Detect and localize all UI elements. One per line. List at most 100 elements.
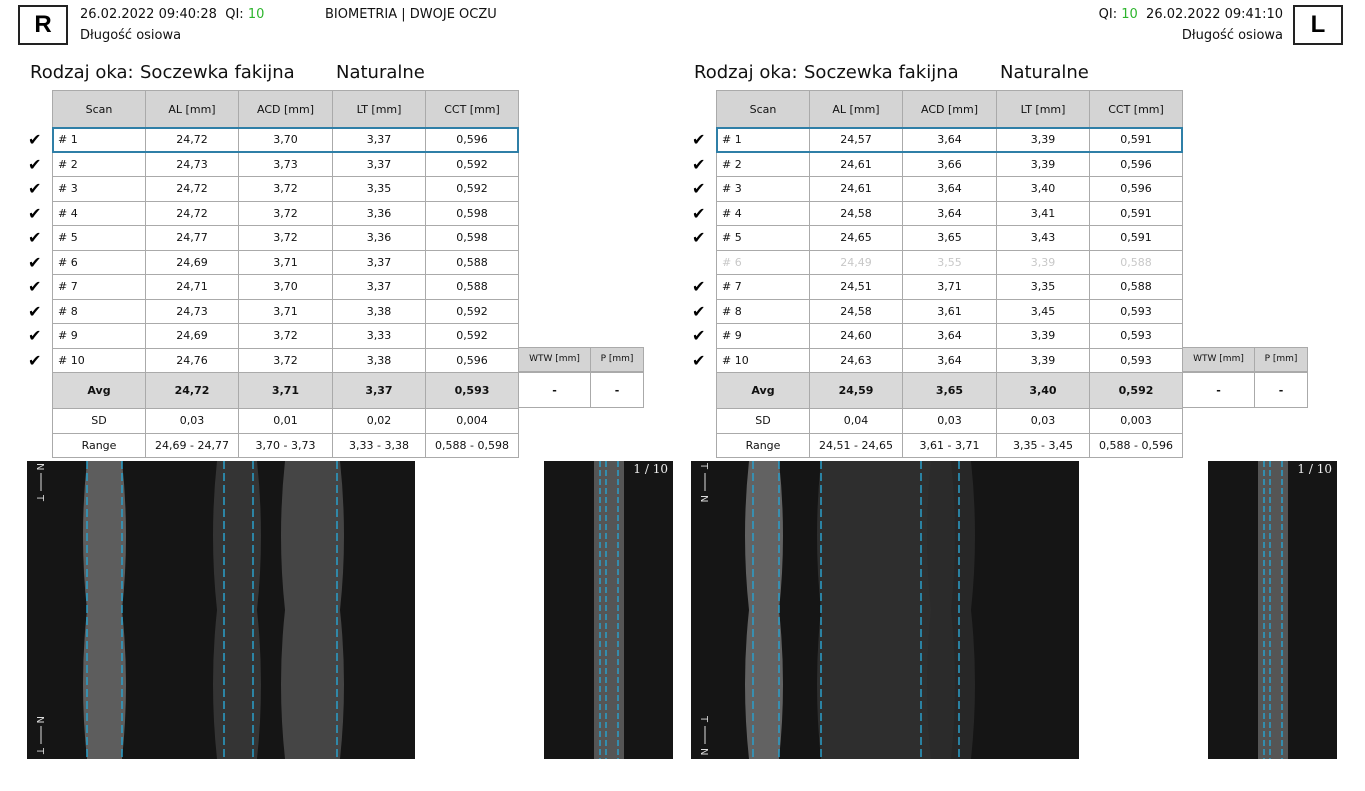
eye-label: Rodzaj oka: bbox=[694, 62, 798, 83]
subtitle: Długość osiowa bbox=[1181, 28, 1283, 43]
checkmark: ✔ bbox=[28, 203, 42, 223]
cell: 0,591 bbox=[1089, 225, 1183, 251]
avg-cell: 3,71 bbox=[238, 372, 333, 409]
cell: # 4 bbox=[52, 200, 146, 226]
checkmark: ✔ bbox=[692, 326, 706, 345]
cell: 3,37 bbox=[332, 151, 426, 177]
column-header: LT [mm] bbox=[996, 90, 1090, 128]
cell: 24,49 bbox=[809, 249, 903, 275]
cell: 24,61 bbox=[809, 151, 903, 177]
cell: 24,76 bbox=[145, 347, 239, 373]
cell: # 2 bbox=[52, 151, 146, 177]
cell: 3,64 bbox=[902, 200, 997, 226]
cell: 0,593 bbox=[1089, 347, 1183, 373]
cell: 3,33 bbox=[332, 323, 426, 349]
tissue-band bbox=[1258, 461, 1288, 759]
cell: # 8 bbox=[716, 298, 810, 324]
cell: 3,72 bbox=[238, 225, 333, 251]
cell: # 9 bbox=[52, 323, 146, 349]
cell: 24,58 bbox=[809, 298, 903, 324]
checkmark: ✔ bbox=[28, 301, 42, 321]
orient-label: T bbox=[698, 462, 709, 470]
cell: 0,592 bbox=[425, 151, 519, 177]
eye-label: Rodzaj oka: bbox=[30, 62, 134, 83]
checkmark: ✔ bbox=[28, 350, 42, 370]
lens-type: Naturalne bbox=[1000, 62, 1089, 83]
lens: Soczewka fakijna bbox=[140, 62, 295, 83]
cell: 3,39 bbox=[996, 151, 1090, 177]
oct-detail: 1 / 10 bbox=[544, 461, 673, 759]
orient-label: N bbox=[34, 463, 45, 470]
avg-cell: 3,37 bbox=[332, 372, 426, 409]
cell: # 6 bbox=[716, 249, 810, 275]
cell: 3,71 bbox=[902, 274, 997, 300]
cell: # 7 bbox=[716, 274, 810, 300]
eye-letter: L bbox=[1293, 5, 1343, 45]
selected-row bbox=[716, 127, 1183, 153]
cell: 24,60 bbox=[809, 323, 903, 349]
cell: 24,73 bbox=[145, 298, 239, 324]
sd-cell: 0,03 bbox=[145, 408, 239, 434]
cell: 24,72 bbox=[145, 176, 239, 202]
cell: 3,35 bbox=[332, 176, 426, 202]
orient-label: T bbox=[34, 494, 45, 502]
eye-letter: R bbox=[18, 5, 68, 45]
cell: # 4 bbox=[716, 200, 810, 226]
range-cell: 3,35 - 3,45 bbox=[996, 432, 1090, 458]
column-header: CCT [mm] bbox=[425, 90, 519, 128]
cell: # 2 bbox=[716, 151, 810, 177]
range-cell: Range bbox=[716, 432, 810, 458]
range-cell: 24,51 - 24,65 bbox=[809, 432, 903, 458]
datetime: 26.02.2022 09:41:10 bbox=[1146, 7, 1283, 22]
avg-cell: Avg bbox=[716, 372, 810, 409]
cell: 3,71 bbox=[238, 298, 333, 324]
cell: 0,596 bbox=[425, 347, 519, 373]
orientation: TN bbox=[698, 715, 709, 755]
cell: 3,41 bbox=[996, 200, 1090, 226]
cell: 0,588 bbox=[425, 274, 519, 300]
sd-cell: SD bbox=[52, 408, 146, 434]
tissue-band bbox=[83, 461, 126, 759]
qi-label: QI: bbox=[1098, 7, 1118, 22]
qi: 10 bbox=[247, 7, 265, 22]
cell: # 7 bbox=[52, 274, 146, 300]
cell: 3,36 bbox=[332, 200, 426, 226]
extra-header: WTW [mm] bbox=[518, 347, 591, 372]
orient-label: N bbox=[698, 495, 709, 502]
cell: 3,40 bbox=[996, 176, 1090, 202]
cell: 24,71 bbox=[145, 274, 239, 300]
orient-label: N bbox=[34, 716, 45, 723]
sd-cell: 0,003 bbox=[1089, 408, 1183, 434]
scan-counter: 1 / 10 bbox=[1297, 462, 1332, 476]
cell: 3,35 bbox=[996, 274, 1090, 300]
column-header: Scan bbox=[52, 90, 146, 128]
cell: 3,72 bbox=[238, 200, 333, 226]
avg-cell: 0,592 bbox=[1089, 372, 1183, 409]
cell: 3,72 bbox=[238, 323, 333, 349]
cell: 0,588 bbox=[1089, 274, 1183, 300]
checkmark: ✔ bbox=[692, 179, 706, 198]
cell: 3,55 bbox=[902, 249, 997, 275]
cell: 3,45 bbox=[996, 298, 1090, 324]
avg-cell: 0,593 bbox=[425, 372, 519, 409]
checkmark: ✔ bbox=[28, 154, 42, 174]
cell: 0,588 bbox=[1089, 249, 1183, 275]
extra-header: WTW [mm] bbox=[1182, 347, 1255, 372]
orientation: NT bbox=[34, 716, 45, 755]
range-cell: 3,70 - 3,73 bbox=[238, 432, 333, 458]
cell: 24,61 bbox=[809, 176, 903, 202]
orient-label: N bbox=[698, 748, 709, 755]
sd-cell: 0,03 bbox=[902, 408, 997, 434]
selected-row bbox=[52, 127, 519, 153]
checkmark: ✔ bbox=[28, 277, 42, 296]
extra-value: - bbox=[1254, 372, 1308, 408]
cell: 3,37 bbox=[332, 274, 426, 300]
tissue-band bbox=[745, 461, 783, 759]
cell: 3,38 bbox=[332, 298, 426, 324]
cell: 24,63 bbox=[809, 347, 903, 373]
cell: 3,39 bbox=[996, 347, 1090, 373]
subtitle: Długość osiowa bbox=[80, 28, 182, 43]
cell: 24,58 bbox=[809, 200, 903, 226]
